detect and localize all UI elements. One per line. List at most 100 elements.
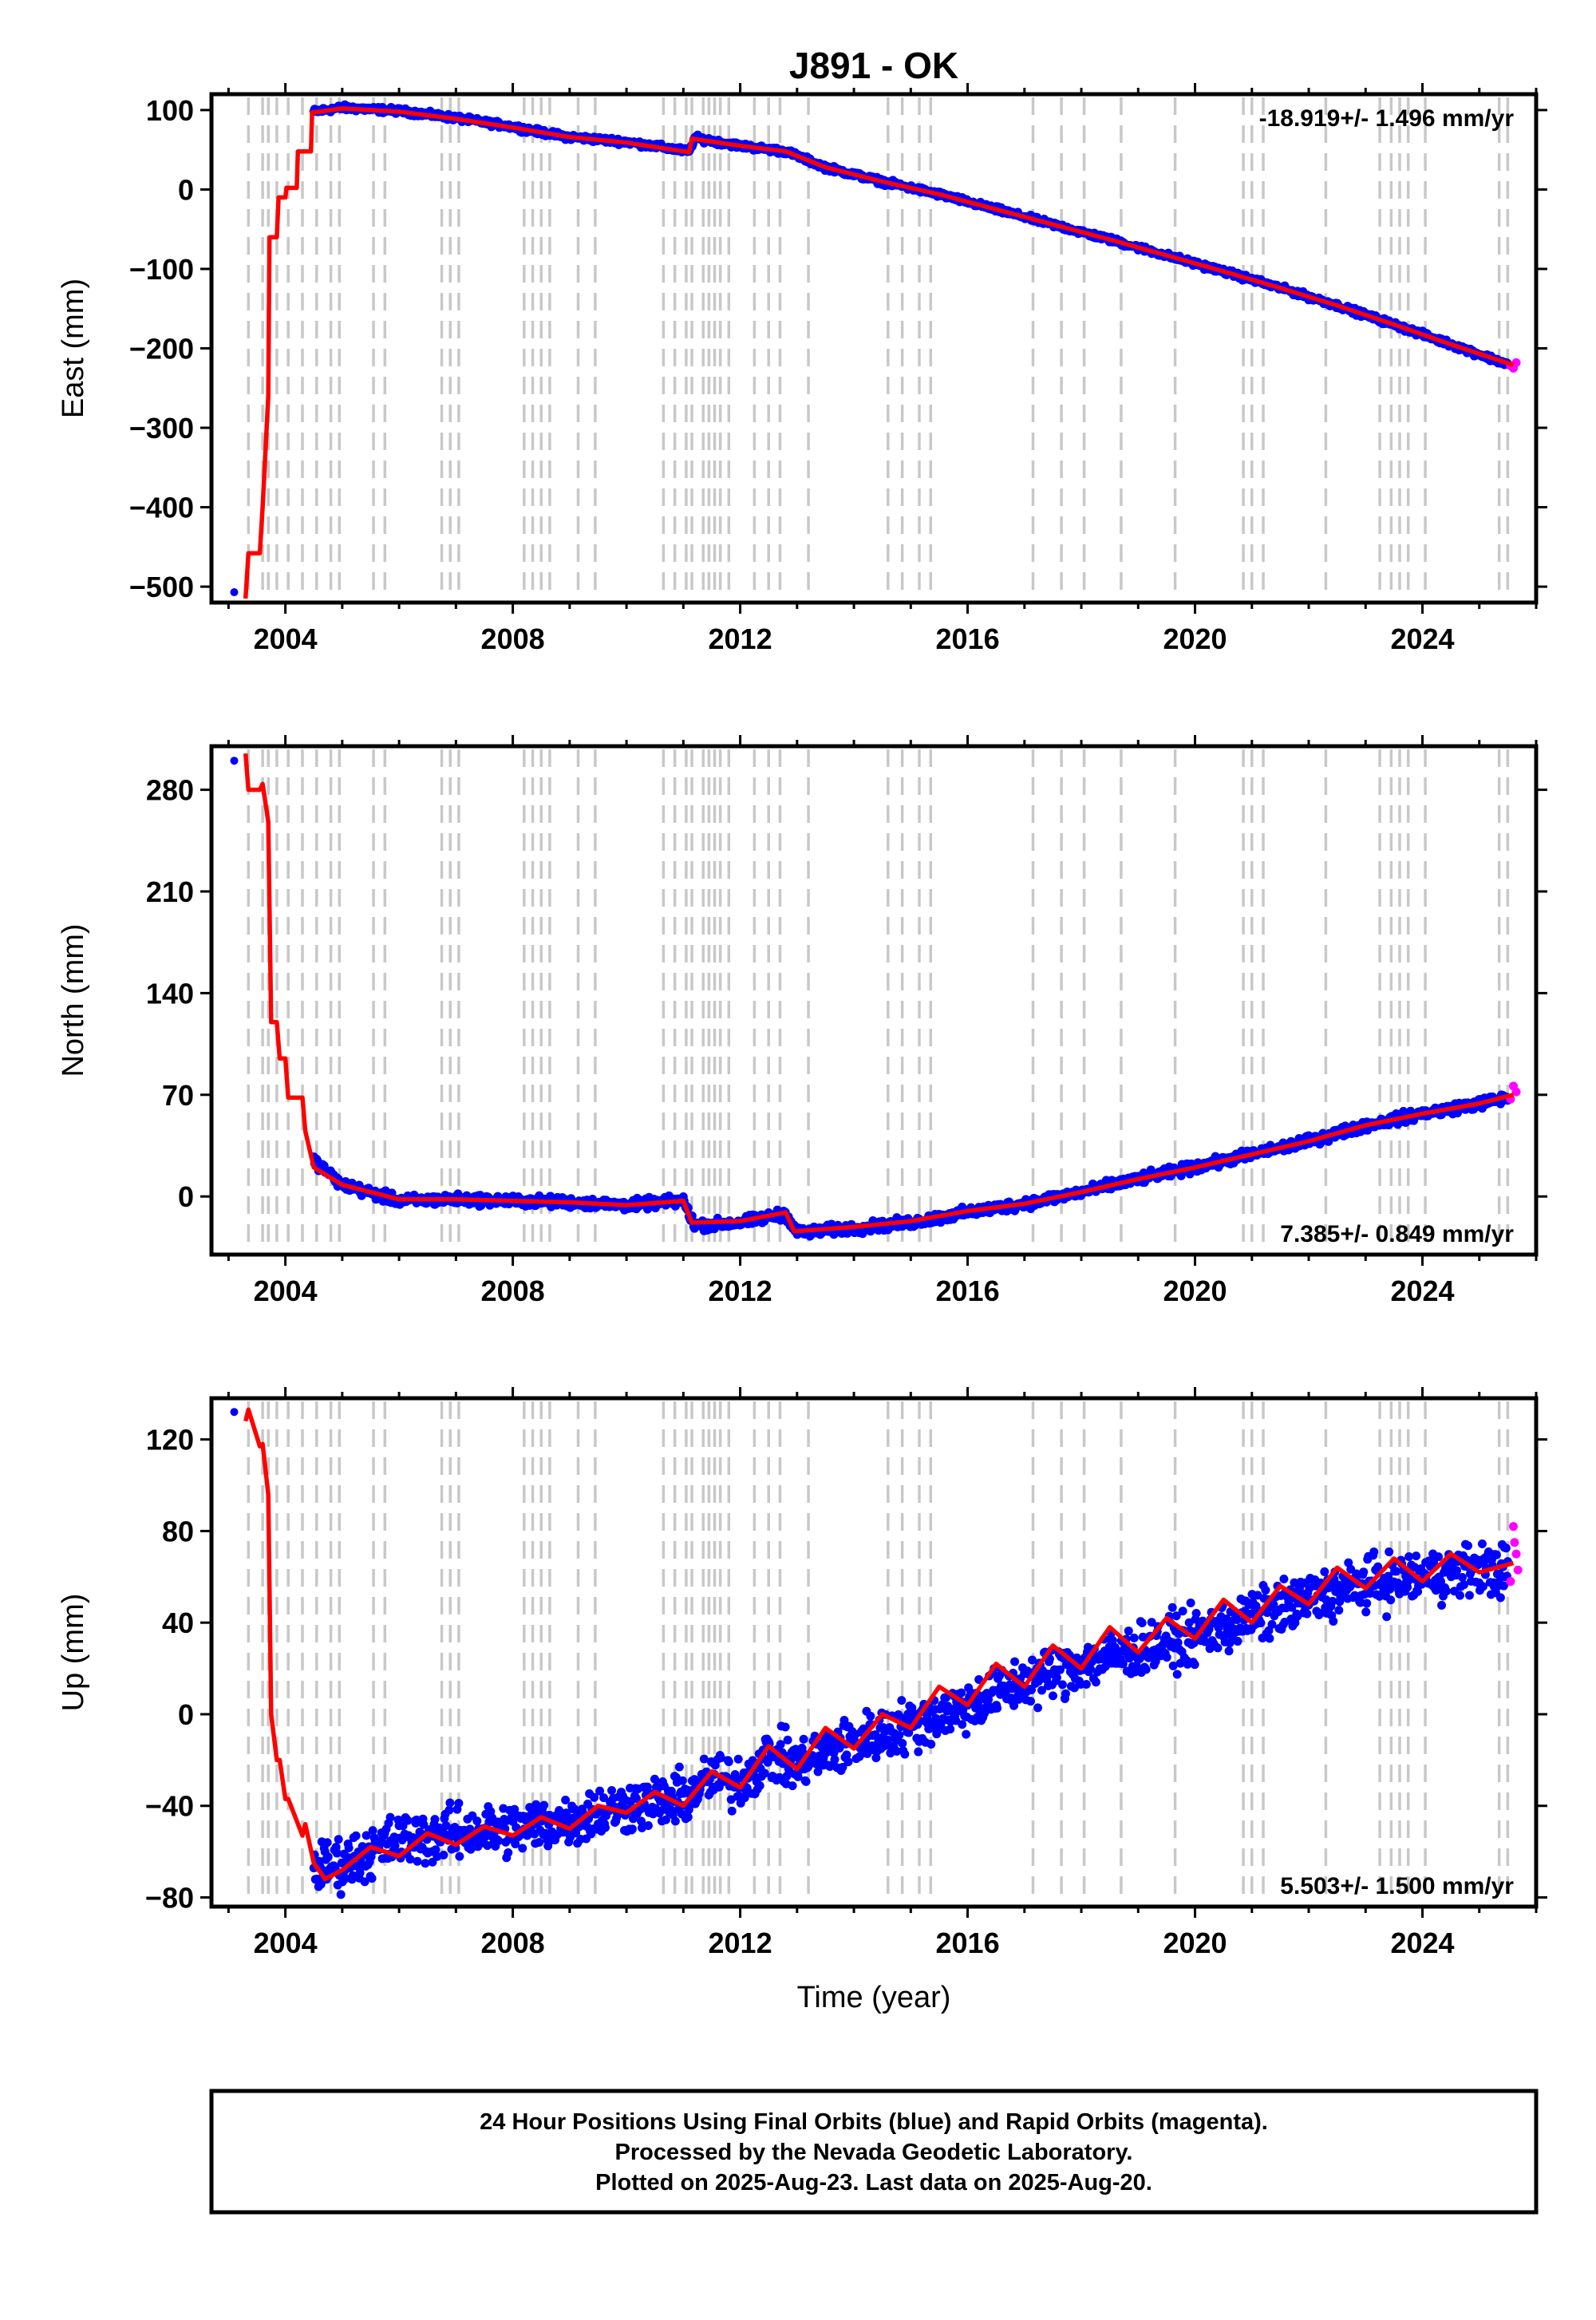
data-point: [230, 1408, 239, 1417]
plot-area: [230, 97, 1521, 599]
data-point: [839, 1715, 849, 1725]
data-point: [403, 1816, 413, 1825]
data-point: [1463, 1541, 1472, 1551]
data-point: [683, 1812, 693, 1822]
data-point: [1352, 1569, 1361, 1579]
data-point: [1434, 1552, 1444, 1562]
y-axis-label: East (mm): [57, 279, 90, 418]
x-tick-label: 2024: [1390, 622, 1454, 655]
data-point: [1361, 1607, 1371, 1617]
data-point: [650, 1774, 659, 1784]
data-point: [1085, 1664, 1095, 1674]
data-point: [1173, 1638, 1183, 1647]
data-point: [595, 1786, 605, 1796]
data-point: [323, 1852, 333, 1862]
data-point: [445, 1798, 455, 1808]
rapid-data-point: [1513, 1565, 1523, 1575]
data-point: [1026, 1697, 1036, 1706]
data-point: [1137, 1618, 1147, 1627]
data-point: [1118, 1659, 1128, 1669]
data-point: [355, 1868, 365, 1878]
x-tick-label: 2020: [1163, 622, 1227, 655]
data-point: [1233, 1637, 1242, 1646]
data-point: [367, 1874, 377, 1883]
data-point: [699, 1754, 709, 1764]
data-point: [1384, 1571, 1393, 1581]
data-point: [601, 1823, 610, 1832]
up-panel: 2004 2008 2012 2016 2020 202412080400−40−80Up…: [57, 1387, 1547, 1959]
y-axis-label: North (mm): [57, 923, 90, 1077]
velocity-label: 5.503+/- 1.500 mm/yr: [1280, 1873, 1514, 1899]
data-point: [1478, 1582, 1487, 1591]
y-tick-label: −200: [129, 333, 194, 366]
data-point: [801, 1777, 811, 1786]
data-point: [494, 1836, 504, 1846]
rapid-data-point: [1511, 1087, 1521, 1097]
data-point: [843, 1757, 853, 1767]
data-point: [1477, 1539, 1487, 1548]
plot-area: [230, 1401, 1523, 1903]
data-point: [1369, 1547, 1379, 1557]
data-point: [974, 1674, 984, 1684]
data-point: [926, 1740, 936, 1749]
data-point: [813, 1767, 823, 1777]
data-point: [1350, 1591, 1360, 1600]
data-point: [1141, 1665, 1151, 1674]
data-point: [543, 1841, 553, 1851]
data-point: [783, 1735, 792, 1745]
data-point: [1302, 1609, 1312, 1618]
data-point: [892, 1746, 902, 1756]
data-point: [627, 1824, 637, 1834]
data-point: [670, 1816, 680, 1826]
data-point: [946, 1725, 955, 1734]
data-point: [907, 1703, 917, 1713]
data-point: [1442, 1587, 1452, 1596]
y-tick-label: 80: [162, 1515, 194, 1547]
caption-box: [209, 2089, 1539, 2215]
data-point: [322, 1838, 332, 1848]
data-point: [1328, 1596, 1337, 1606]
data-point: [866, 1711, 875, 1721]
data-point: [535, 1837, 544, 1847]
data-point: [1189, 1638, 1199, 1648]
velocity-label: -18.919+/- 1.496 mm/yr: [1259, 105, 1515, 132]
rapid-data-point: [1511, 358, 1521, 367]
data-point: [465, 1824, 475, 1834]
y-tick-label: 280: [146, 774, 194, 807]
data-point: [1081, 1679, 1091, 1689]
data-point: [942, 1693, 951, 1702]
data-point: [838, 1762, 847, 1772]
data-point: [1091, 1678, 1100, 1687]
data-point: [788, 1781, 797, 1791]
x-tick-label: 2012: [709, 622, 772, 655]
data-point: [1356, 1598, 1365, 1607]
caption-line-1: 24 Hour Positions Using Final Orbits (bl…: [480, 2109, 1268, 2135]
data-point: [1382, 1612, 1392, 1622]
data-point: [1010, 1657, 1020, 1666]
data-point: [1499, 1581, 1508, 1591]
data-point: [472, 1816, 482, 1826]
data-point: [336, 1890, 346, 1899]
data-point: [1190, 1660, 1199, 1670]
data-point: [1464, 1591, 1474, 1600]
data-point: [1037, 1686, 1046, 1695]
data-point: [1362, 1599, 1372, 1608]
chart-title: J891 - OK: [789, 45, 958, 86]
data-point: [539, 1800, 549, 1810]
data-point: [1412, 1551, 1421, 1561]
data-point: [444, 1805, 454, 1815]
data-point: [1495, 1593, 1505, 1603]
data-point: [716, 1753, 725, 1763]
data-point: [230, 588, 239, 597]
x-tick-label: 2020: [1163, 1927, 1227, 1959]
data-point: [914, 1747, 923, 1757]
data-point: [898, 1738, 907, 1748]
y-tick-label: 120: [146, 1424, 194, 1456]
data-point: [642, 1782, 652, 1792]
data-point: [599, 1793, 609, 1803]
data-point: [1009, 1701, 1019, 1710]
data-point: [760, 1769, 769, 1778]
rapid-data-point: [1510, 1538, 1519, 1547]
plot-frame: [209, 1396, 1539, 1909]
rapid-data-point: [1511, 1549, 1521, 1559]
